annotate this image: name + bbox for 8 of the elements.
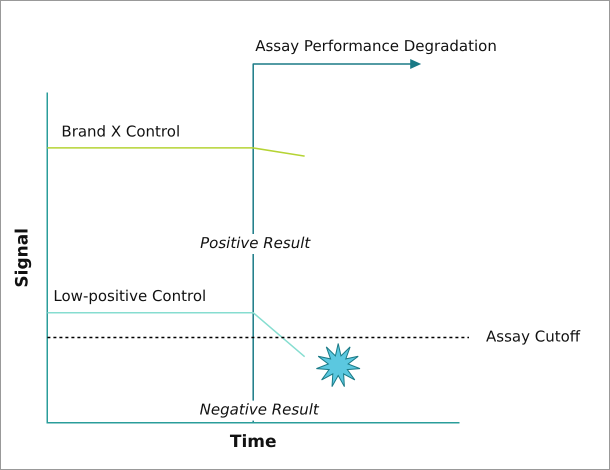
y-axis-title: Signal bbox=[12, 228, 33, 288]
ref-line-label: Assay Cutoff bbox=[486, 327, 581, 346]
series-label: Brand X Control bbox=[61, 122, 180, 140]
text: Assay Performance Degradation bbox=[255, 36, 497, 55]
x-axis-title: Time bbox=[230, 432, 277, 452]
annotation: Positive Result bbox=[200, 234, 312, 252]
annotation: Negative Result bbox=[200, 400, 320, 418]
series-label: Low-positive Control bbox=[53, 287, 206, 306]
